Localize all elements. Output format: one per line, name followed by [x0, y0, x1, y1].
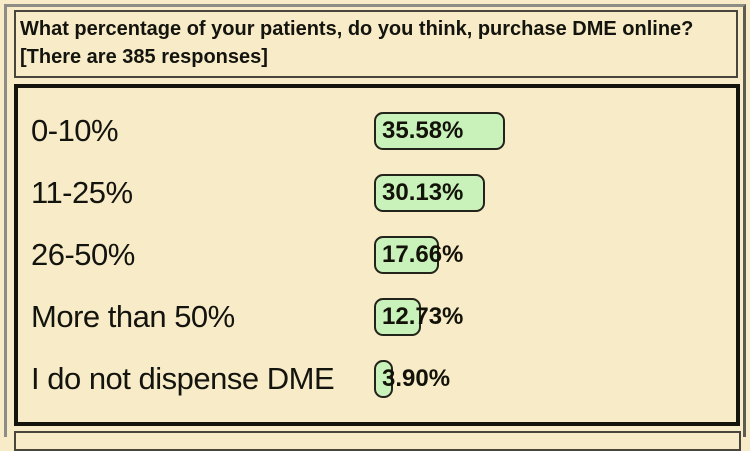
- answer-label: 11-25%: [31, 175, 133, 210]
- answer-row: 0-10% 35.58%: [31, 112, 736, 150]
- question-title: What percentage of your patients, do you…: [20, 18, 694, 40]
- result-value: 3.90%: [382, 365, 451, 392]
- answer-row: More than 50% 12.73%: [31, 298, 736, 336]
- answer-row: I do not dispense DME 3.90%: [31, 360, 736, 398]
- next-question-box-partial: [14, 431, 741, 451]
- result-bar: 12.73%: [374, 298, 463, 336]
- result-value: 30.13%: [382, 179, 464, 206]
- result-value: 12.73%: [382, 303, 464, 330]
- answer-row: 26-50% 17.66%: [31, 236, 736, 274]
- answer-row: 11-25% 30.13%: [31, 174, 736, 212]
- answer-label: 26-50%: [31, 237, 135, 272]
- answer-label: I do not dispense DME: [31, 361, 335, 396]
- question-header: What percentage of your patients, do you…: [14, 10, 738, 78]
- result-bar: 30.13%: [374, 174, 485, 212]
- result-value: 35.58%: [382, 117, 464, 144]
- result-bar: 3.90%: [374, 360, 450, 398]
- results-panel: 0-10% 35.58% 11-25% 30.13% 26-50% 17.66%…: [14, 84, 740, 426]
- result-bar: 35.58%: [374, 112, 505, 150]
- answer-label: More than 50%: [31, 299, 235, 334]
- result-value: 17.66%: [382, 241, 464, 268]
- answer-label: 0-10%: [31, 113, 119, 148]
- responses-count-note: [There are 385 responses]: [20, 46, 268, 68]
- result-bar: 17.66%: [374, 236, 463, 274]
- results-rows: 0-10% 35.58% 11-25% 30.13% 26-50% 17.66%…: [18, 88, 736, 422]
